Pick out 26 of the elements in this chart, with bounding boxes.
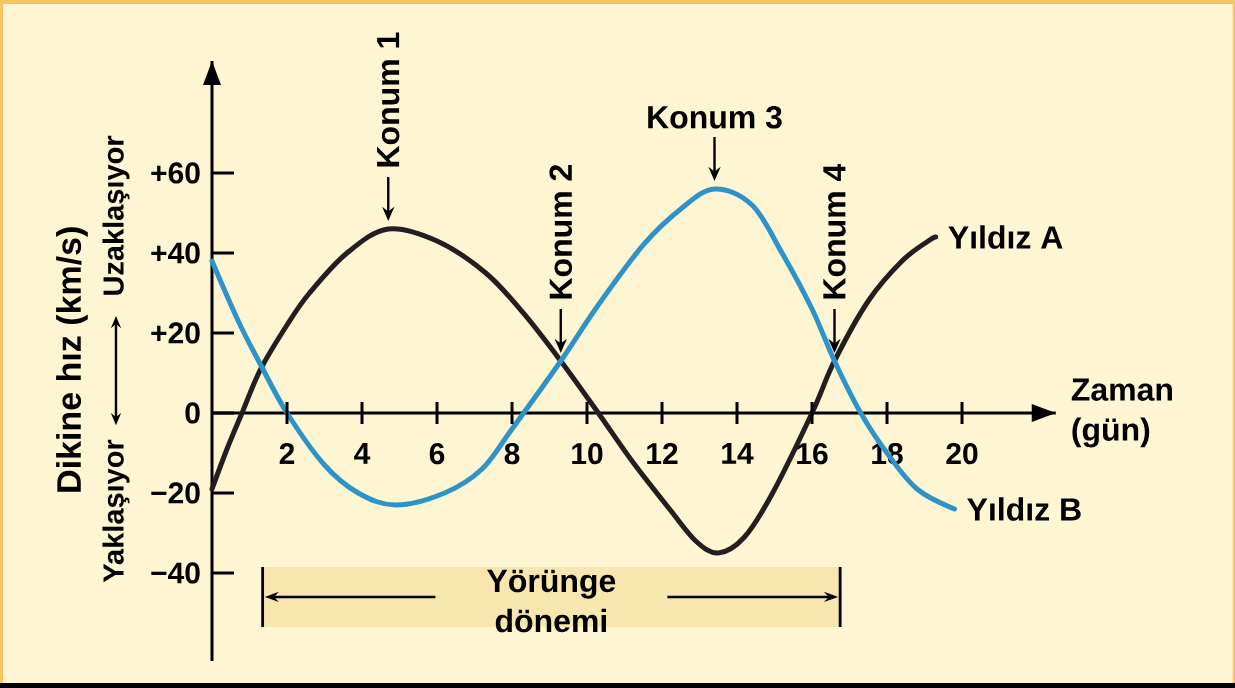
y-tick-label: 0 (185, 402, 200, 424)
series-label: Yıldız A (948, 225, 1063, 249)
x-axis-title: Zaman (gün) (1071, 378, 1172, 448)
series-label: Yıldız B (967, 497, 1081, 521)
y-axis-title: Dikine hız (km/s) (56, 227, 88, 492)
x-tick-label: 6 (429, 443, 445, 465)
band-label: Yörünge dönemi (487, 569, 616, 633)
y-tick-label: +40 (151, 242, 200, 264)
annotation: Konum 2 (549, 165, 573, 299)
x-tick-label: 4 (354, 443, 371, 464)
x-tick-label: 20 (946, 443, 978, 465)
annotation: Konum 3 (648, 105, 782, 129)
y-tick-label: −40 (151, 562, 200, 584)
x-tick-label: 8 (504, 443, 520, 465)
y-tick-label: +20 (151, 322, 200, 344)
x-tick-label: 14 (722, 443, 754, 464)
y-tick-label: +60 (151, 162, 200, 184)
x-tick-label: 10 (572, 443, 603, 465)
text: Yaklaşıyor (102, 439, 130, 583)
x-tick-label: 12 (647, 443, 678, 464)
annotation: Konum 1 (377, 32, 400, 167)
x-tick-label: 16 (797, 443, 828, 465)
y-tick-label: −20 (151, 482, 200, 504)
annotation: Konum 4 (823, 163, 846, 299)
text: Uzaklaşıyor (102, 135, 130, 295)
x-tick-label: 2 (279, 443, 295, 464)
